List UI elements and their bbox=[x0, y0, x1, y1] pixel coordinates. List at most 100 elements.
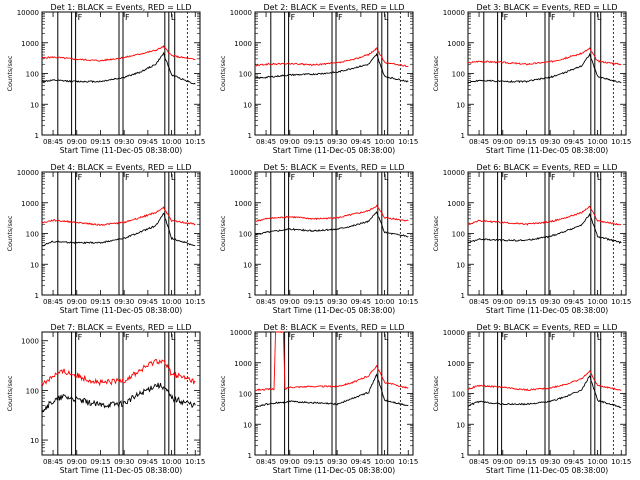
plot-frame bbox=[41, 171, 201, 296]
y-axis-label: Counts/sec bbox=[432, 215, 440, 251]
y-tick-label: 1000 bbox=[447, 360, 465, 368]
x-axis-label: Start Time (11-Dec-05 08:38:00) bbox=[273, 306, 395, 315]
x-tick-label: 09:30 bbox=[114, 458, 134, 466]
x-tick-label: 09:00 bbox=[493, 138, 513, 146]
x-tick-label: 09:45 bbox=[564, 138, 584, 146]
y-tick-label: 1000 bbox=[234, 40, 252, 48]
event-marker-label: F bbox=[291, 173, 296, 182]
plot-frame bbox=[254, 11, 414, 136]
y-tick-label: 10 bbox=[30, 261, 39, 269]
y-tick-label: 10 bbox=[456, 101, 465, 109]
x-tick-label: 10:00 bbox=[161, 458, 181, 466]
x-tick-label: 09:15 bbox=[90, 138, 110, 146]
event-marker-label: F bbox=[78, 333, 83, 342]
x-tick-label: 09:00 bbox=[493, 298, 513, 306]
x-tick-label: 09:15 bbox=[303, 458, 323, 466]
x-tick-label: 09:15 bbox=[303, 298, 323, 306]
event-marker-label: F bbox=[551, 173, 556, 182]
event-marker-label: F bbox=[504, 333, 509, 342]
x-tick-label: 10:00 bbox=[374, 138, 394, 146]
x-tick-label: 09:45 bbox=[351, 298, 371, 306]
x-axis-label: Start Time (11-Dec-05 08:38:00) bbox=[273, 466, 395, 475]
x-tick-label: 10:00 bbox=[587, 458, 607, 466]
x-tick-label: 09:00 bbox=[280, 458, 300, 466]
series-line-events bbox=[254, 211, 409, 238]
x-tick-label: 09:30 bbox=[327, 298, 347, 306]
x-tick-label: 09:45 bbox=[138, 138, 158, 146]
y-axis-label: Counts/sec bbox=[219, 215, 227, 251]
event-marker-label: F bbox=[291, 13, 296, 22]
plot-frame bbox=[467, 331, 627, 456]
y-tick-label: 10 bbox=[456, 261, 465, 269]
y-tick-label: 1000 bbox=[234, 360, 252, 368]
event-marker-label: F bbox=[338, 333, 343, 342]
y-tick-label: 100 bbox=[452, 391, 465, 399]
event-marker-label: L bbox=[171, 333, 176, 342]
y-tick-label: 10000 bbox=[17, 9, 39, 17]
plot-frame bbox=[41, 331, 201, 456]
series-line-lld bbox=[254, 204, 409, 222]
event-marker-label: F bbox=[125, 173, 130, 182]
event-marker-label: F bbox=[338, 173, 343, 182]
event-marker-label: F bbox=[338, 13, 343, 22]
x-tick-label: 08:45 bbox=[256, 298, 276, 306]
x-tick-label: 09:45 bbox=[138, 458, 158, 466]
x-tick-label: 09:15 bbox=[516, 138, 536, 146]
y-tick-label: 1 bbox=[248, 452, 252, 460]
x-tick-label: 09:30 bbox=[327, 138, 347, 146]
x-tick-label: 10:00 bbox=[161, 138, 181, 146]
x-tick-label: 09:30 bbox=[327, 458, 347, 466]
x-tick-label: 08:45 bbox=[43, 298, 63, 306]
x-axis-label: Start Time (11-Dec-05 08:38:00) bbox=[486, 146, 608, 155]
y-tick-label: 10 bbox=[456, 421, 465, 429]
x-tick-label: 10:15 bbox=[611, 298, 631, 306]
series-line-events bbox=[467, 212, 622, 245]
x-tick-label: 08:45 bbox=[256, 458, 276, 466]
x-axis-label: Start Time (11-Dec-05 08:38:00) bbox=[486, 466, 608, 475]
x-tick-label: 09:00 bbox=[67, 298, 87, 306]
x-axis-label: Start Time (11-Dec-05 08:38:00) bbox=[60, 146, 182, 155]
x-tick-label: 08:45 bbox=[256, 138, 276, 146]
y-tick-label: 10000 bbox=[443, 329, 465, 337]
event-marker-label: F bbox=[551, 333, 556, 342]
x-tick-label: 09:45 bbox=[351, 458, 371, 466]
y-tick-label: 10000 bbox=[443, 9, 465, 17]
x-axis-label: Start Time (11-Dec-05 08:38:00) bbox=[486, 306, 608, 315]
chart-title: Det 8: BLACK = Events, RED = LLD bbox=[264, 323, 405, 332]
y-tick-label: 100 bbox=[452, 231, 465, 239]
series-line-events bbox=[41, 212, 196, 247]
event-marker-label: F bbox=[551, 13, 556, 22]
event-marker-label: F bbox=[504, 13, 509, 22]
x-tick-label: 09:15 bbox=[516, 458, 536, 466]
series-line-events bbox=[467, 375, 622, 408]
chart-title: Det 1: BLACK = Events, RED = LLD bbox=[51, 3, 192, 12]
x-tick-label: 10:00 bbox=[587, 138, 607, 146]
plot-frame bbox=[41, 11, 201, 136]
x-tick-label: 09:30 bbox=[540, 138, 560, 146]
event-marker-label: F bbox=[78, 13, 83, 22]
x-tick-label: 10:00 bbox=[587, 298, 607, 306]
x-tick-label: 09:00 bbox=[280, 138, 300, 146]
event-marker-label: L bbox=[597, 173, 602, 182]
y-tick-label: 10000 bbox=[443, 169, 465, 177]
x-tick-label: 09:30 bbox=[114, 138, 134, 146]
x-tick-label: 10:15 bbox=[398, 458, 418, 466]
x-tick-label: 10:00 bbox=[374, 458, 394, 466]
y-axis-label: Counts/sec bbox=[432, 55, 440, 91]
y-tick-label: 10 bbox=[243, 101, 252, 109]
chart-panel-9: Det 9: BLACK = Events, RED = LLD 1 10 100 10… bbox=[432, 323, 631, 475]
y-tick-label: 1 bbox=[461, 132, 465, 140]
x-tick-label: 09:30 bbox=[540, 298, 560, 306]
y-axis-label: Counts/sec bbox=[219, 375, 227, 411]
y-tick-label: 1 bbox=[461, 292, 465, 300]
series-line-lld bbox=[254, 47, 409, 67]
event-marker-label: F bbox=[78, 173, 83, 182]
y-tick-label: 100 bbox=[239, 231, 252, 239]
chart-panel-4: Det 4: BLACK = Events, RED = LLD 1 10 100 10… bbox=[6, 163, 205, 315]
y-tick-label: 1000 bbox=[234, 200, 252, 208]
event-marker-label: L bbox=[171, 13, 176, 22]
series-line-events bbox=[255, 373, 409, 409]
y-tick-label: 10 bbox=[30, 437, 39, 445]
event-marker-label: F bbox=[291, 333, 296, 342]
